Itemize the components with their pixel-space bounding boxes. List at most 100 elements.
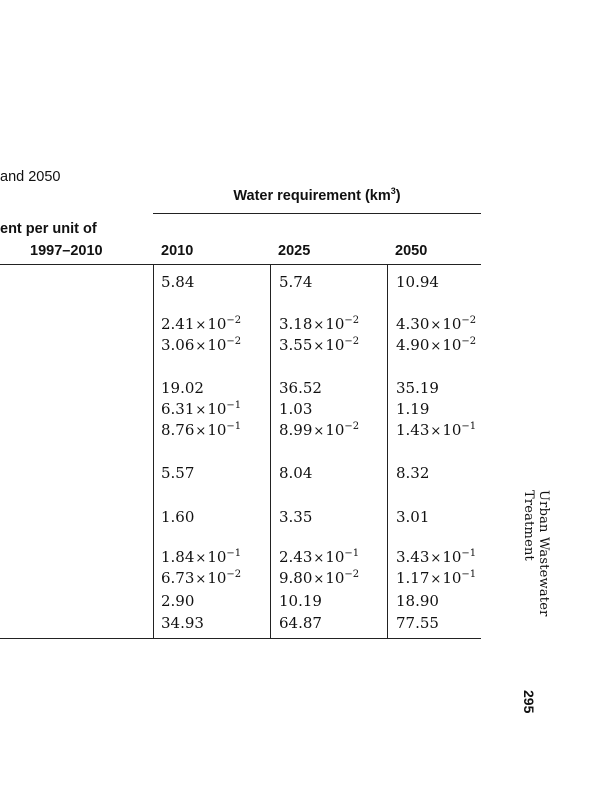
exp-base: 10 [207, 336, 227, 354]
times-sign: × [430, 318, 442, 333]
table-cell: 1.17×10−1 [396, 569, 476, 589]
column-divider-2010 [153, 264, 154, 639]
group-header-sup: 3 [390, 186, 396, 196]
cell-exponent: −2 [461, 336, 477, 347]
cell-mantissa: 8.32 [396, 464, 430, 482]
exp-base: 10 [207, 569, 227, 587]
table-cell: 1.60 [161, 508, 194, 526]
table-cell: 8.04 [279, 464, 312, 482]
column-divider-2025 [270, 264, 271, 639]
exp-base: 10 [207, 315, 227, 333]
table-cell: 3.18×10−2 [279, 315, 359, 335]
group-header-rule [153, 213, 481, 214]
exp-base: 10 [325, 336, 345, 354]
cell-exponent: −2 [344, 315, 360, 326]
cell-mantissa: 5.57 [161, 464, 195, 482]
cell-exponent: −1 [461, 569, 477, 580]
exp-base: 10 [325, 569, 345, 587]
table-cell: 2.90 [161, 592, 194, 610]
cell-mantissa: 19.02 [161, 379, 204, 397]
cell-mantissa: 3.43 [396, 548, 430, 566]
cell-mantissa: 4.90 [396, 336, 430, 354]
page-number: 295 [521, 690, 551, 720]
group-header-text: Water requirement (km [233, 187, 391, 204]
cell-mantissa: 5.74 [279, 273, 313, 291]
table-cell: 1.43×10−1 [396, 421, 476, 441]
cell-exponent: −2 [461, 315, 477, 326]
cell-exponent: −2 [344, 569, 360, 580]
cell-mantissa: 6.73 [161, 569, 195, 587]
cell-mantissa: 1.03 [279, 400, 313, 418]
times-sign: × [313, 424, 325, 439]
times-sign: × [313, 318, 325, 333]
cell-exponent: −1 [461, 421, 477, 432]
times-sign: × [430, 339, 442, 354]
page-number-text: 295 [521, 690, 537, 714]
cell-exponent: −1 [226, 400, 242, 411]
times-sign: × [195, 572, 207, 587]
table-cell: 5.84 [161, 273, 194, 291]
cell-mantissa: 3.35 [279, 508, 313, 526]
table-cell: 36.52 [279, 379, 322, 397]
cell-mantissa: 9.80 [279, 569, 313, 587]
cell-mantissa: 1.17 [396, 569, 430, 587]
table-cell: 34.93 [161, 614, 204, 632]
table-cell: 10.94 [396, 273, 439, 291]
times-sign: × [313, 339, 325, 354]
table-cell: 3.55×10−2 [279, 336, 359, 356]
year-header-2025: 2025 [278, 243, 311, 259]
cell-mantissa: 2.41 [161, 315, 195, 333]
cell-exponent: −2 [344, 336, 360, 347]
table-cell: 2.41×10−2 [161, 315, 241, 335]
year-header-2010: 2010 [161, 243, 194, 259]
cell-mantissa: 3.01 [396, 508, 430, 526]
table-cell: 8.99×10−2 [279, 421, 359, 441]
times-sign: × [195, 424, 207, 439]
times-sign: × [195, 318, 207, 333]
cell-exponent: −2 [344, 421, 360, 432]
cell-mantissa: 77.55 [396, 614, 439, 632]
times-sign: × [195, 339, 207, 354]
cell-exponent: −1 [344, 548, 360, 559]
cell-exponent: −1 [226, 548, 242, 559]
table-cell: 5.57 [161, 464, 194, 482]
times-sign: × [430, 572, 442, 587]
cell-exponent: −2 [226, 569, 242, 580]
header-rule [0, 264, 481, 265]
group-header-close: ) [395, 187, 401, 204]
table-cell: 4.30×10−2 [396, 315, 476, 335]
cell-mantissa: 1.60 [161, 508, 195, 526]
cell-exponent: −1 [461, 548, 477, 559]
cell-mantissa: 35.19 [396, 379, 439, 397]
times-sign: × [195, 551, 207, 566]
exp-base: 10 [442, 336, 462, 354]
cell-mantissa: 10.19 [279, 592, 322, 610]
exp-base: 10 [207, 548, 227, 566]
cell-exponent: −2 [226, 336, 242, 347]
cell-exponent: −2 [226, 315, 242, 326]
cell-mantissa: 10.94 [396, 273, 439, 291]
table-cell: 5.74 [279, 273, 312, 291]
times-sign: × [313, 551, 325, 566]
cell-mantissa: 1.84 [161, 548, 195, 566]
table-cell: 3.43×10−1 [396, 548, 476, 568]
table-cell: 1.84×10−1 [161, 548, 241, 568]
column-divider-2050 [387, 264, 388, 639]
cell-mantissa: 6.31 [161, 400, 195, 418]
cell-mantissa: 1.43 [396, 421, 430, 439]
table-cell: 4.90×10−2 [396, 336, 476, 356]
exp-base: 10 [442, 569, 462, 587]
times-sign: × [430, 424, 442, 439]
table-cell: 6.73×10−2 [161, 569, 241, 589]
table-cell: 64.87 [279, 614, 322, 632]
table-cell: 19.02 [161, 379, 204, 397]
table-cell: 1.03 [279, 400, 312, 418]
left-column-header-line1: ent per unit of [0, 221, 97, 237]
exp-base: 10 [325, 421, 345, 439]
running-head: Urban Wastewater Treatment [521, 490, 551, 670]
times-sign: × [195, 403, 207, 418]
cell-mantissa: 2.90 [161, 592, 195, 610]
cell-mantissa: 3.06 [161, 336, 195, 354]
table-cell: 8.76×10−1 [161, 421, 241, 441]
table-caption: and 2050 [0, 169, 61, 185]
